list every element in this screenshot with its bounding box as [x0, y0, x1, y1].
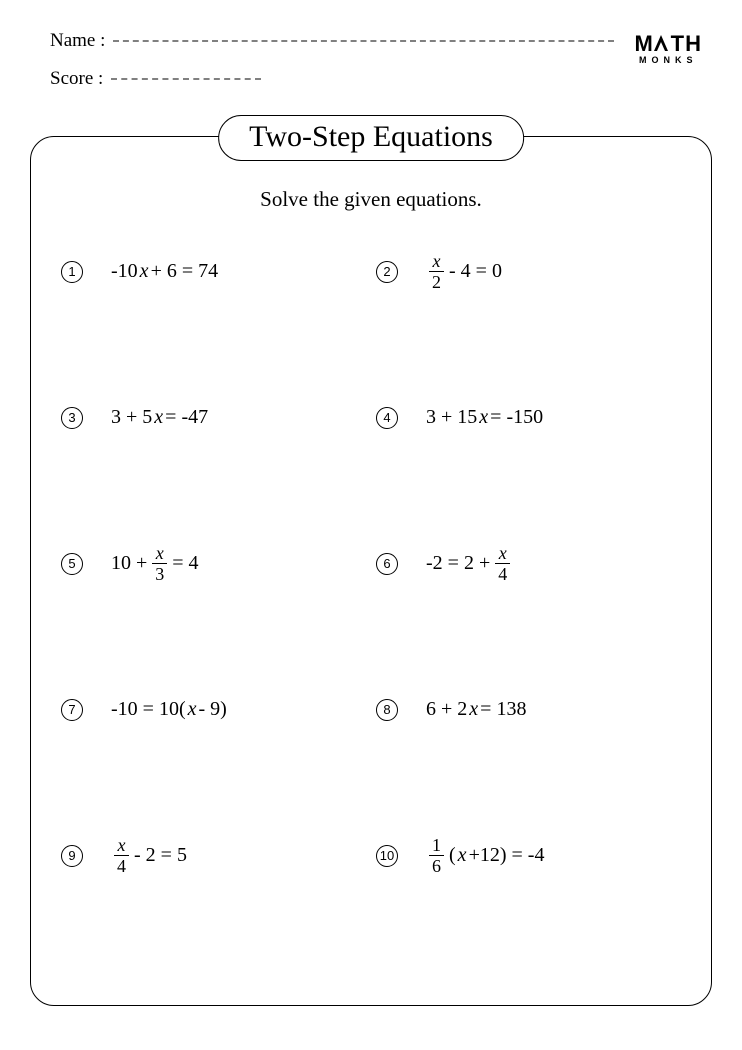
- problem-number-circle: 8: [376, 699, 398, 721]
- problem-number-circle: 10: [376, 845, 398, 867]
- worksheet-title: Two-Step Equations: [218, 115, 524, 161]
- problem-item: 6 -2 = 2 + x4: [376, 544, 681, 583]
- name-input-line[interactable]: [113, 40, 614, 42]
- logo-bottom-text: MONKS: [634, 56, 702, 64]
- equation-text: 16 (x +12) = -4: [426, 836, 544, 875]
- header-fields: Name : Score :: [50, 30, 614, 106]
- problem-item: 3 3 + 5x = -47: [61, 406, 366, 429]
- logo-top-text: MATH: [634, 34, 702, 54]
- logo-m: M: [634, 31, 653, 56]
- problem-item: 2 x2 - 4 = 0: [376, 252, 681, 291]
- problem-item: 4 3 + 15x = -150: [376, 406, 681, 429]
- equation-text: -2 = 2 + x4: [426, 544, 513, 583]
- worksheet-box: Two-Step Equations Solve the given equat…: [30, 136, 712, 1006]
- problem-number-circle: 1: [61, 261, 83, 283]
- problem-item: 8 6 + 2x = 138: [376, 698, 681, 721]
- problem-item: 7 -10 = 10(x - 9): [61, 698, 366, 721]
- problem-number-circle: 5: [61, 553, 83, 575]
- math-monks-logo: MATH MONKS: [634, 34, 702, 64]
- problem-item: 5 10 + x3 = 4: [61, 544, 366, 583]
- equation-text: 10 + x3 = 4: [111, 544, 199, 583]
- equation-text: 6 + 2x = 138: [426, 698, 526, 721]
- score-label: Score :: [50, 68, 103, 90]
- equation-text: 3 + 5x = -47: [111, 406, 208, 429]
- equation-text: x2 - 4 = 0: [426, 252, 502, 291]
- name-label: Name :: [50, 30, 105, 52]
- equation-text: -10 = 10(x - 9): [111, 698, 227, 721]
- name-field-row: Name :: [50, 30, 614, 52]
- problem-item: 1 -10x + 6 = 74: [61, 252, 366, 291]
- problem-number-circle: 6: [376, 553, 398, 575]
- problem-item: 10 16 (x +12) = -4: [376, 836, 681, 875]
- problems-grid: 1-10x + 6 = 742x2 - 4 = 033 + 5x = -4743…: [61, 252, 681, 875]
- equation-text: x4 - 2 = 5: [111, 836, 187, 875]
- score-field-row: Score :: [50, 68, 614, 90]
- logo-th: TH: [671, 31, 702, 56]
- worksheet-subtitle: Solve the given equations.: [61, 187, 681, 212]
- problem-number-circle: 3: [61, 407, 83, 429]
- logo-a-triangle: A: [654, 34, 671, 54]
- worksheet-header: Name : Score : MATH MONKS: [0, 0, 742, 116]
- problem-number-circle: 7: [61, 699, 83, 721]
- score-input-line[interactable]: [111, 78, 261, 80]
- problem-number-circle: 2: [376, 261, 398, 283]
- equation-text: -10x + 6 = 74: [111, 260, 218, 283]
- equation-text: 3 + 15x = -150: [426, 406, 543, 429]
- problem-number-circle: 4: [376, 407, 398, 429]
- problem-item: 9 x4 - 2 = 5: [61, 836, 366, 875]
- problem-number-circle: 9: [61, 845, 83, 867]
